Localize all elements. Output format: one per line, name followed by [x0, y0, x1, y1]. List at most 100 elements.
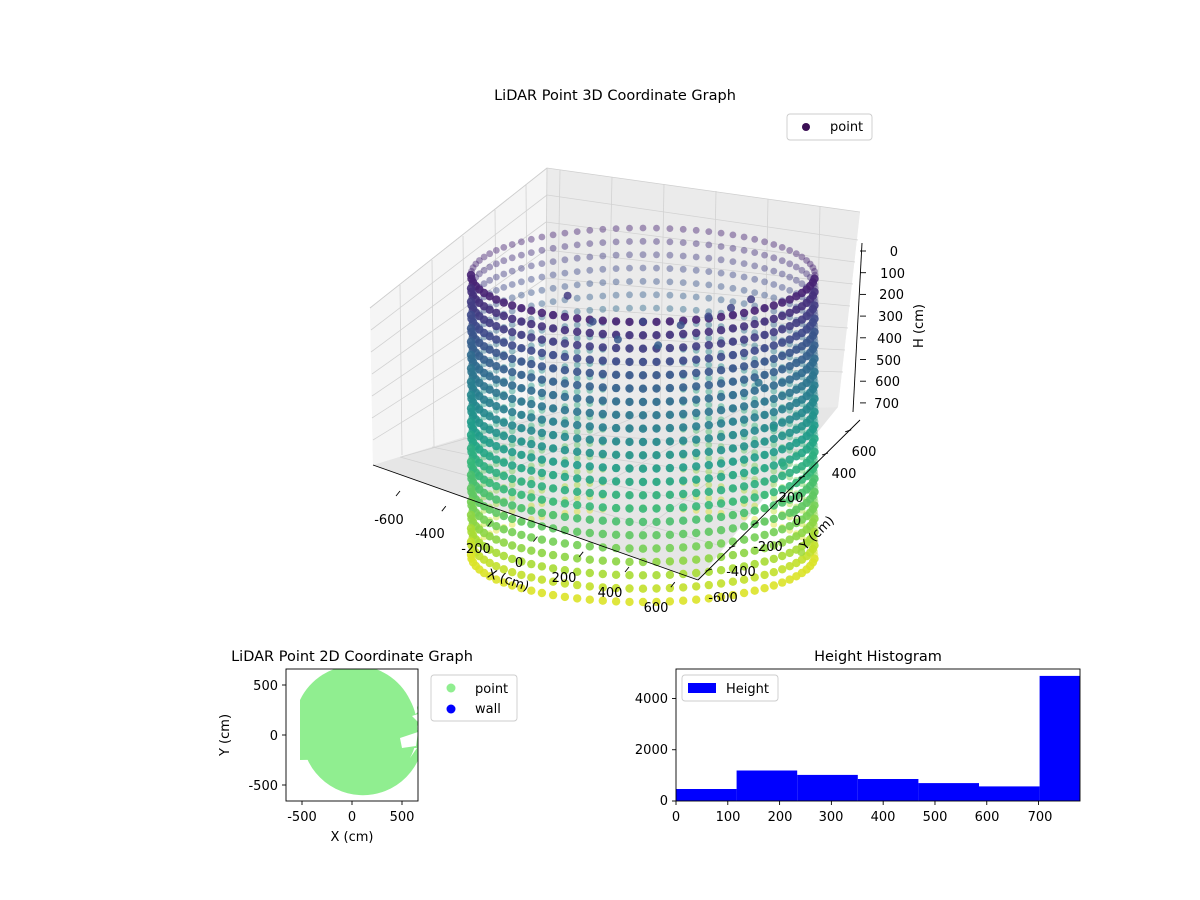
chart-2d-title: LiDAR Point 2D Coordinate Graph: [231, 649, 473, 665]
point-cloud-point: [665, 530, 675, 539]
point-cloud-point: [499, 445, 508, 454]
point-cloud-point: [611, 570, 621, 579]
point-cloud-point: [560, 419, 570, 428]
x-tick-label: -600: [374, 513, 404, 528]
point-cloud-point: [679, 516, 688, 525]
point-cloud-point: [778, 525, 787, 534]
point-cloud-point: [548, 537, 558, 546]
x-axis-label-2d: X (cm): [331, 830, 374, 845]
point-cloud-point: [785, 375, 794, 384]
point-cloud-point: [652, 411, 661, 420]
point-cloud-point: [499, 485, 508, 494]
point-cloud-point: [500, 270, 508, 278]
point-cloud-point: [705, 268, 713, 275]
point-cloud-point: [548, 577, 558, 586]
point-cloud-point: [573, 361, 581, 369]
point-cloud-point: [769, 554, 778, 564]
point-cloud-point: [692, 582, 701, 591]
point-cloud-point: [785, 322, 794, 331]
stray-point: [747, 295, 756, 304]
point-cloud-point: [508, 361, 516, 368]
point-cloud-point: [517, 304, 526, 313]
point-cloud-point: [549, 258, 557, 265]
point-cloud-point: [508, 321, 516, 328]
point-cloud-point: [639, 277, 647, 285]
point-cloud-point: [728, 337, 738, 346]
point-cloud-point: [739, 562, 749, 571]
point-cloud-point: [625, 491, 634, 500]
point-cloud-point: [750, 466, 759, 475]
point-cloud-point: [679, 239, 687, 247]
point-cloud-point: [665, 557, 675, 566]
point-cloud-point: [705, 281, 713, 289]
point-cloud-point: [679, 329, 688, 339]
point-cloud-point: [750, 386, 759, 395]
point-cloud-point: [625, 437, 634, 447]
z-tick-label: 200: [879, 288, 904, 303]
point-cloud-point: [750, 479, 759, 489]
z-tick-label: 100: [880, 267, 905, 282]
legend-label-height: Height: [726, 682, 769, 697]
point-cloud-point: [692, 395, 701, 404]
chart-2d-legend: point wall: [430, 674, 518, 722]
point-cloud-point: [739, 482, 749, 491]
point-cloud-point: [548, 324, 558, 333]
point-cloud-point: [728, 577, 738, 586]
point-cloud-point: [492, 260, 500, 268]
point-cloud-point: [770, 441, 778, 448]
point-cloud-point: [770, 334, 778, 342]
point-cloud-point: [792, 425, 801, 434]
point-cloud-point: [770, 294, 778, 302]
point-cloud-point: [499, 298, 508, 307]
point-cloud-point: [499, 471, 508, 481]
point-cloud-point: [760, 504, 769, 513]
point-cloud-point: [517, 344, 526, 353]
point-cloud-point: [573, 340, 582, 350]
point-cloud-point: [705, 321, 713, 329]
point-cloud-point: [705, 241, 713, 249]
point-cloud-point: [499, 338, 508, 347]
point-cloud-point: [692, 515, 701, 524]
chart-3d-title: LiDAR Point 3D Coordinate Graph: [494, 88, 736, 104]
point-cloud-point: [679, 583, 688, 592]
point-cloud-point: [508, 467, 516, 475]
point-cloud-point: [548, 550, 558, 560]
point-cloud-point: [705, 494, 713, 502]
point-cloud-point: [492, 548, 501, 558]
point-cloud-point: [692, 382, 701, 391]
point-cloud-point: [538, 286, 546, 294]
point-cloud-point: [625, 584, 634, 593]
point-cloud-point: [561, 256, 569, 264]
point-cloud-point: [761, 238, 768, 246]
point-cloud-point: [508, 461, 517, 470]
point-cloud-point: [792, 492, 801, 501]
point-cloud-point: [508, 427, 516, 435]
y-tick-label: 200: [779, 491, 804, 506]
stray-point: [789, 508, 798, 517]
point-cloud-point: [769, 394, 778, 404]
point-cloud-point: [679, 569, 688, 579]
point-cloud-point: [527, 453, 536, 462]
point-cloud-point: [785, 548, 794, 558]
point-cloud-point: [638, 344, 648, 353]
point-cloud-point: [739, 455, 749, 464]
point-cloud-point: [499, 538, 508, 547]
point-cloud-point: [652, 331, 661, 340]
point-cloud-point: [508, 408, 517, 417]
point-cloud-point: [652, 571, 661, 580]
point-cloud-point: [517, 410, 526, 420]
point-cloud-point: [665, 477, 675, 486]
point-cloud-point: [717, 229, 725, 237]
point-cloud-point: [625, 397, 634, 407]
point-cloud-point: [527, 262, 535, 270]
point-cloud-point: [785, 308, 794, 318]
point-cloud-point: [537, 442, 547, 451]
point-cloud-point: [751, 262, 759, 270]
point-cloud-point: [548, 564, 558, 573]
point-cloud-point: [728, 510, 738, 520]
point-cloud-point: [739, 348, 749, 358]
point-cloud-point: [508, 454, 516, 462]
point-cloud-point: [499, 498, 508, 507]
point-cloud-point: [625, 384, 634, 393]
x-tick-label-2d: -500: [287, 810, 317, 825]
